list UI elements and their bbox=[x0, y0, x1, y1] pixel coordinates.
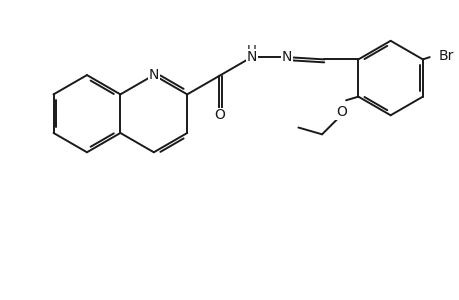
Text: Br: Br bbox=[438, 49, 453, 63]
Text: N: N bbox=[281, 50, 291, 64]
Text: N: N bbox=[148, 68, 159, 82]
Text: O: O bbox=[336, 105, 346, 119]
Text: N: N bbox=[246, 50, 257, 64]
Text: O: O bbox=[213, 108, 224, 122]
Text: H: H bbox=[246, 44, 256, 57]
